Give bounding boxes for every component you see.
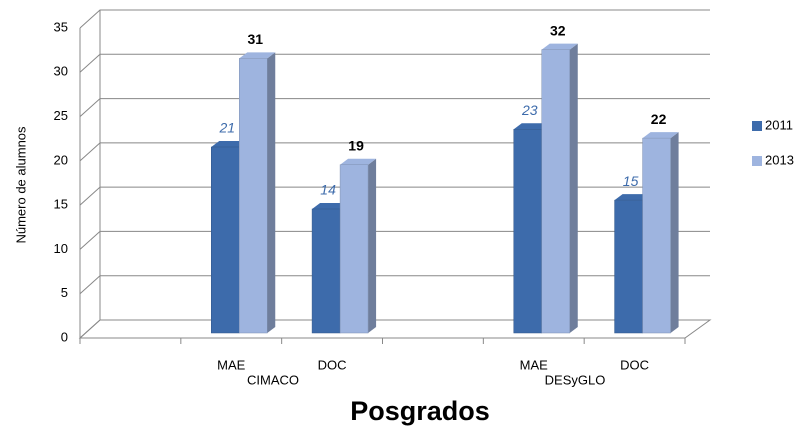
bar-front [614,199,643,334]
bar [339,158,377,334]
bar-top [513,123,550,130]
bar-front [541,49,570,334]
y-tick-label: 5 [61,285,68,300]
bar-side [569,43,578,333]
data-label: 15 [623,173,639,189]
data-label: 32 [550,22,566,38]
data-label: 14 [320,182,336,198]
x-tick-label: DOC [620,357,649,372]
x-tick-label: MAE [520,357,549,372]
y-tick-label: 35 [54,19,68,34]
data-label: 21 [218,120,235,136]
y-tick-label: 10 [54,241,68,256]
legend-label: 2011 [765,117,793,132]
legend-swatch [752,121,762,131]
y-axis-title: Número de alumnos [13,126,28,244]
group-label: DESyGLO [545,372,606,387]
data-label: 19 [348,137,364,153]
grid-line [79,142,710,162]
bar [642,132,679,334]
bar [541,43,578,334]
grid-line [79,9,710,29]
bar-front [239,58,268,334]
legend-swatch [752,156,762,166]
bar-side [368,158,377,333]
bar-top [642,132,679,139]
bar-top [614,194,651,201]
legend-label: 2013 [765,152,794,167]
bar-front [642,137,671,334]
group-label: CIMACO [247,372,299,387]
y-tick-label: 0 [61,329,68,344]
y-tick-label: 20 [54,152,68,167]
x-tick-label: DOC [318,357,347,372]
grid-line [79,98,710,117]
bar-top [239,52,276,59]
bar-top [541,43,578,50]
bar-side [670,132,679,333]
bar-top [211,141,248,147]
bar-front [513,129,542,334]
data-label: 31 [247,31,263,47]
bar-front [311,208,341,334]
data-label: 22 [651,111,667,127]
grid-line [79,275,710,295]
bar [239,52,276,334]
grid-line [79,230,710,250]
x-tick-label: MAE [217,357,246,372]
bar-top [312,203,349,209]
y-tick-label: 30 [54,64,68,79]
bar-front [339,164,369,334]
y-tick-label: 25 [54,108,68,123]
x-axis-title: Posgrados [350,396,490,426]
y-tick-label: 15 [54,197,68,212]
bar-top [340,158,377,165]
bar [614,194,651,334]
bar-front [211,146,240,334]
data-label: 23 [521,102,538,118]
grid-line [79,319,710,339]
bar-side [267,52,276,334]
grid-line [79,186,710,206]
grid-line [79,53,710,73]
